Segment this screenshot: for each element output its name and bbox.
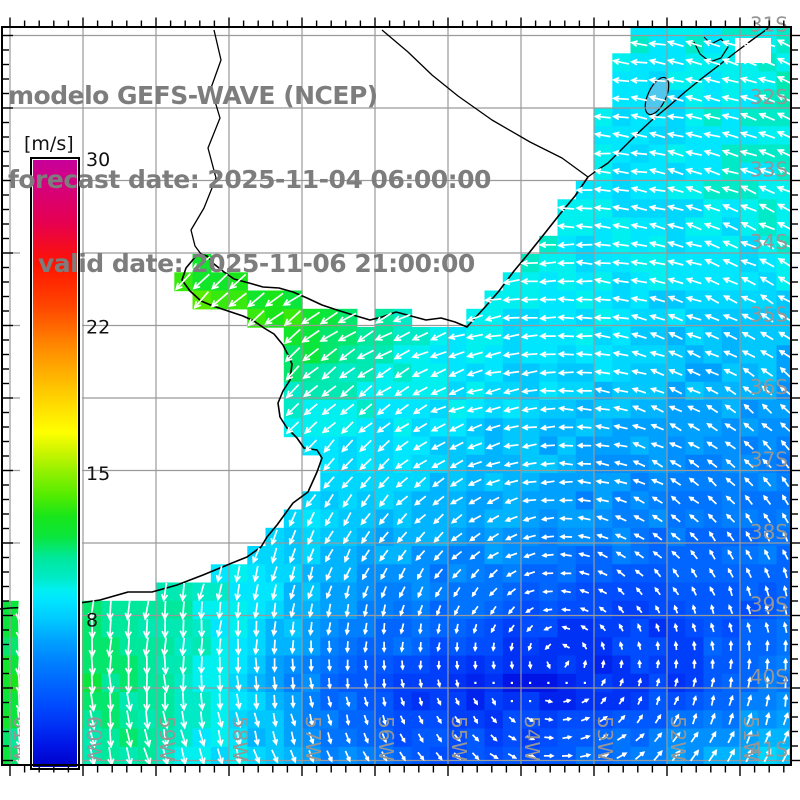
lat-label: 36S <box>750 375 788 399</box>
lat-lon-labels: 31S32S33S34S35S36S37S38S39S40S41S61W60W5… <box>9 13 788 762</box>
lon-label: 58W <box>228 716 252 761</box>
lat-label: 39S <box>750 593 788 617</box>
ocean-speed-cells <box>2 27 791 765</box>
lat-label: 41S <box>750 738 788 762</box>
colorbar-gradient <box>33 160 77 767</box>
lon-label: 53W <box>593 716 617 761</box>
lon-label: 60W <box>82 716 106 761</box>
wind-arrows <box>15 39 794 767</box>
colorbar-tick-label: 22 <box>86 316 110 338</box>
lon-label: 52W <box>666 716 690 761</box>
lon-label: 55W <box>447 716 471 761</box>
grid-lines <box>2 27 791 765</box>
colorbar-tick-label: 30 <box>86 149 110 171</box>
colorbar-tick-label: 8 <box>86 610 98 632</box>
map-frame <box>1 17 800 776</box>
lat-label: 33S <box>750 158 788 182</box>
lon-label: 57W <box>301 716 325 761</box>
colorbar-unit: [m/s] <box>24 133 74 155</box>
lat-label: 32S <box>750 85 788 109</box>
lat-label: 35S <box>750 303 788 327</box>
lon-label: 54W <box>520 716 544 761</box>
lon-label: 51W <box>739 716 763 761</box>
colorbar-tick-label: 15 <box>86 463 110 485</box>
lat-label: 37S <box>750 448 788 472</box>
lat-label: 38S <box>750 520 788 544</box>
lat-label: 34S <box>750 230 788 254</box>
lon-label: 56W <box>374 716 398 761</box>
colorbar: [m/s] 30 22 15 8 <box>20 126 110 778</box>
lat-label: 40S <box>750 665 788 689</box>
lon-label: 59W <box>155 716 179 761</box>
